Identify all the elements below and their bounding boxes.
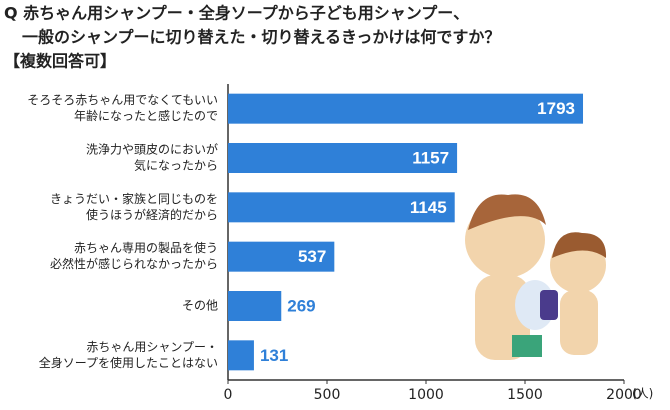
x-unit: (人) [632, 387, 653, 401]
y-tick-label: きょうだい・家族と同じものを [50, 191, 218, 206]
y-tick-label: 年齢になったと感じたので [74, 108, 218, 123]
data-label: 1145 [410, 198, 447, 217]
data-label: 537 [298, 247, 326, 266]
y-tick-label: 全身ソープを使用したことはない [39, 355, 218, 370]
bar [228, 93, 584, 124]
y-tick-label: 必然性が感じられなかったから [50, 256, 218, 271]
y-tick-label: 赤ちゃん用シャンプー・ [86, 340, 218, 354]
x-tick-label: 500 [314, 387, 341, 403]
y-tick-label: 赤ちゃん専用の製品を使う [74, 240, 218, 255]
chart-subtitle: 【複数回答可】 [4, 52, 116, 71]
bar [228, 192, 455, 223]
data-label: 1157 [412, 148, 449, 167]
y-tick-label: その他 [182, 299, 218, 313]
data-label: 131 [260, 346, 288, 365]
illustration [465, 194, 607, 360]
y-tick-label: 洗浄力や頭皮のにおいが [86, 142, 218, 157]
bar [228, 340, 254, 371]
bar [228, 143, 458, 173]
y-tick-label: 気になったから [134, 158, 218, 173]
x-tick-label: 2000 [606, 387, 642, 403]
x-tick-label: 1000 [408, 387, 444, 403]
data-label: 269 [287, 296, 315, 315]
y-tick-label: 使うほうが経済的だから [86, 207, 218, 222]
bar [228, 241, 335, 272]
x-tick-label: 0 [224, 387, 233, 403]
chart-title: 一般のシャンプーに切り替えた・切り替えるきっかけは何ですか？ [22, 28, 500, 47]
data-label: 1793 [537, 99, 575, 118]
x-tick-label: 1500 [507, 387, 543, 403]
bar [228, 291, 282, 321]
y-tick-label: そろそろ赤ちゃん用でなくてもいい [27, 93, 218, 107]
chart-title: Q 赤ちゃん用シャンプー・全身ソープから子ども用シャンプー、 [4, 4, 469, 23]
